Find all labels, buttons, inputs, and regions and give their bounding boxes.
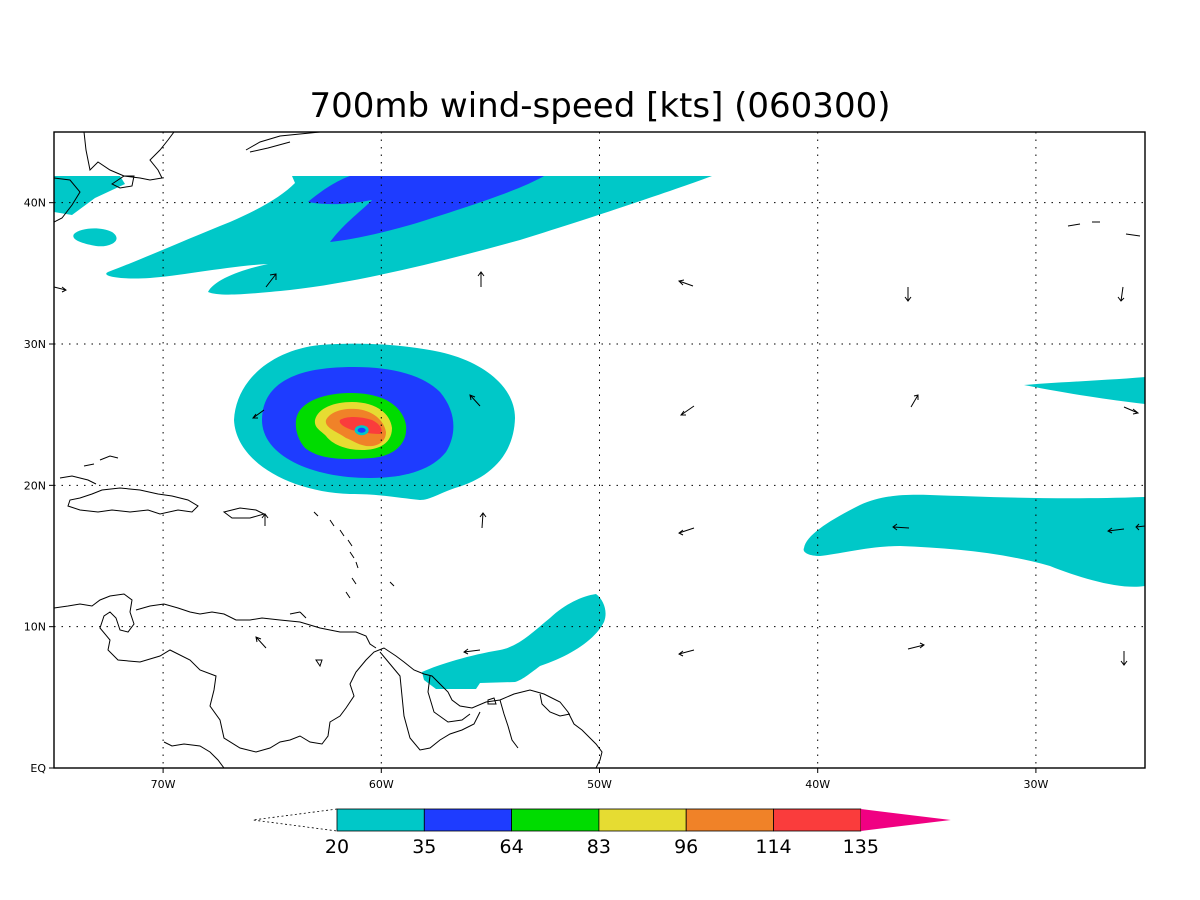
coastline-nova-scotia: [245, 132, 321, 153]
y-tick-label: 10N: [24, 621, 46, 634]
wind-vector-arrow: [479, 512, 487, 529]
colorbar-segment: [423, 808, 512, 832]
x-tick-label: 30W: [1023, 778, 1048, 791]
colorbar-label: 35: [412, 836, 436, 858]
wind-vector-arrow: [680, 405, 695, 416]
coastline-small-islands: [315, 221, 1141, 705]
wind-vector-arrow: [677, 279, 694, 287]
map-gridlines: [54, 132, 1145, 768]
jet-streak-north-35kt: [308, 176, 544, 242]
wind-vector-arrow: [892, 523, 910, 531]
wind-vector-arrow: [477, 271, 485, 287]
colorbar-segment: [336, 808, 425, 832]
colorbar-segment: [773, 808, 862, 832]
x-tick-label: 60W: [369, 778, 394, 791]
wind-vector-arrow: [1135, 523, 1146, 531]
colorbar-upper-extension: [860, 809, 951, 831]
colorbar-label: 114: [755, 836, 791, 858]
x-tick-label: 70W: [151, 778, 176, 791]
colorbar-lower-extension: [252, 808, 338, 832]
colorbar-label: 96: [674, 836, 698, 858]
colorbar-label: 20: [325, 836, 349, 858]
y-tick-label: EQ: [30, 762, 46, 775]
colorbar-label: 64: [500, 836, 524, 858]
x-tick-label: 40W: [805, 778, 830, 791]
wind-vector-arrow: [463, 648, 481, 655]
colorbar: 20 35 64 83 96 114 135: [252, 808, 951, 858]
wind-vector-arrow: [252, 409, 265, 419]
y-tick-label: 40N: [24, 197, 46, 210]
wind-vector-arrow: [265, 273, 277, 288]
wind-vector-arrow: [1107, 527, 1125, 534]
wind-vector-arrow: [469, 394, 481, 407]
shaded-fields: [54, 176, 1145, 689]
colorbar-label: 83: [587, 836, 611, 858]
wind-vector-arrow: [678, 527, 695, 536]
wind-vector-arrow: [255, 636, 267, 649]
jet-streak-north-20kt: [54, 176, 712, 295]
y-tick-label: 30N: [24, 338, 46, 351]
wind-vector-arrow: [907, 642, 925, 650]
wind-streak-east-upper: [1024, 377, 1145, 404]
y-tick-label: 20N: [24, 479, 46, 492]
wind-streak-south: [422, 594, 606, 689]
hurricane-eye-wall: [357, 427, 366, 433]
wind-vector-arrow: [1117, 286, 1125, 302]
wind-vectors: [53, 271, 1146, 666]
wind-vector-arrow: [53, 286, 67, 293]
map-title: 700mb wind-speed [kts] (060300): [310, 86, 891, 126]
wind-vector-arrow: [678, 649, 695, 657]
x-tick-label: 50W: [587, 778, 612, 791]
coastline-lesser-antilles: [289, 511, 395, 619]
colorbar-segment: [598, 808, 687, 832]
colorbar-label: 135: [843, 836, 879, 858]
wind-vector-arrow: [1123, 406, 1140, 415]
map-panel: 70W 60W 50W 40W 30W EQ 10N 20N 30N 40N: [24, 131, 1146, 791]
coastline-north-america: [54, 132, 175, 223]
wind-streak-east-lower: [803, 494, 1145, 587]
colorbar-segment: [685, 808, 774, 832]
coastline-guianas-borders: [379, 651, 571, 751]
wind-vector-arrow: [1120, 651, 1128, 666]
coastlines: [54, 132, 1141, 768]
coastline-south-america: [54, 593, 603, 768]
axis-tick-labels: 70W 60W 50W 40W 30W EQ 10N 20N 30N 40N: [24, 197, 1049, 791]
colorbar-segment: [511, 808, 600, 832]
wind-vector-arrow: [910, 394, 919, 408]
wind-vector-arrow: [261, 513, 269, 526]
wind-vector-arrow: [904, 287, 912, 302]
coastline-greater-antilles: [59, 455, 266, 519]
